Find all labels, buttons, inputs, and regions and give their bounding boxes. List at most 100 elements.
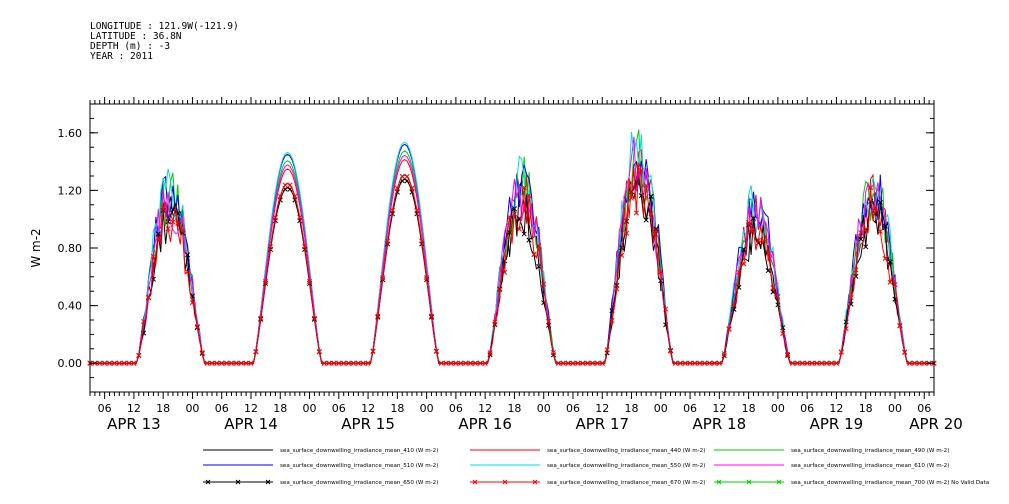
latitude-text: LATITUDE : 36.8N (90, 31, 182, 42)
legend-marker (472, 479, 478, 485)
day-label: APR 16 (458, 415, 512, 433)
series-marker (750, 227, 757, 233)
series-marker (102, 360, 108, 366)
legend-label: sea_surface_downwelling_irradiance_mean_… (547, 480, 705, 486)
metadata-block: LONGITUDE : 121.9W(-121.9) LATITUDE : 36… (90, 22, 239, 62)
series-marker (224, 360, 230, 366)
series-marker (404, 173, 410, 179)
x-tick-label: 06 (98, 402, 112, 415)
x-tick-label: 00 (654, 402, 668, 415)
series-marker (385, 238, 391, 244)
series-marker (160, 204, 166, 211)
series-marker (731, 301, 737, 307)
series-marker (663, 306, 669, 312)
series-marker (858, 230, 864, 236)
legend-label: sea_surface_downwelling_irradiance_mean_… (280, 480, 438, 486)
day-label: APR 18 (693, 415, 747, 433)
series-marker (531, 251, 537, 257)
series-marker (458, 360, 464, 366)
series-marker (111, 360, 117, 366)
series-marker (336, 360, 342, 366)
series-marker (199, 349, 205, 356)
legend-label: sea_surface_downwelling_irradiance_mean_… (280, 448, 438, 454)
series-marker (580, 360, 586, 366)
series-marker (492, 319, 498, 325)
legend: sea_surface_downwelling_irradiance_mean_… (203, 448, 989, 486)
series-marker (526, 192, 532, 199)
series-marker (828, 360, 835, 366)
series-marker (97, 360, 103, 366)
series-marker (853, 267, 859, 273)
series-marker (877, 199, 883, 206)
x-tick-label: 06 (917, 402, 931, 415)
series-marker (507, 214, 513, 220)
series-marker (707, 360, 713, 366)
legend-label: sea_surface_downwelling_irradiance_mean_… (547, 463, 705, 469)
series-marker (785, 351, 791, 357)
series-marker (360, 360, 366, 366)
series-marker (877, 228, 883, 234)
series-marker (624, 230, 630, 236)
series-marker (399, 173, 405, 179)
legend-label: sea_surface_downwelling_irradiance_mean_… (791, 480, 989, 486)
legend-marker (502, 479, 508, 485)
day-label: APR 13 (107, 415, 161, 433)
depth-text: DEPTH (m) : -3 (90, 41, 171, 52)
series-marker (911, 360, 918, 366)
series-marker (126, 360, 132, 366)
legend-marker (235, 479, 241, 485)
series-marker (185, 252, 191, 258)
series-marker (619, 252, 625, 258)
legend-label: sea_surface_downwelling_irradiance_mean_… (791, 448, 949, 454)
series-marker (424, 275, 430, 281)
series-marker (267, 244, 274, 250)
series-marker (609, 318, 615, 324)
series-marker (487, 350, 493, 356)
series-marker (721, 351, 727, 357)
series-marker (697, 360, 703, 366)
series-marker (668, 348, 674, 354)
series-marker (897, 322, 903, 329)
series-marker (565, 360, 571, 366)
series-marker (765, 268, 771, 274)
plot-frame (89, 103, 935, 393)
series-marker (589, 360, 596, 366)
series-marker (346, 360, 352, 366)
series-marker (448, 360, 454, 366)
series-marker (594, 360, 600, 366)
series-marker (570, 360, 576, 366)
series-marker (316, 349, 322, 355)
series-marker (106, 360, 113, 366)
series-marker (194, 324, 200, 330)
series-marker (165, 226, 171, 232)
x-tick-label: 00 (888, 402, 902, 415)
series-marker (326, 360, 332, 366)
series-marker (263, 279, 269, 285)
series-marker (253, 349, 259, 355)
y-axis-label: W m-2 (29, 228, 43, 267)
series-marker (536, 243, 542, 249)
series-marker (604, 347, 610, 353)
series-marker (292, 193, 298, 199)
series-marker (189, 300, 196, 306)
series-marker (687, 360, 693, 366)
series-marker (145, 295, 152, 301)
series-marker (550, 350, 557, 356)
series-marker (502, 269, 508, 275)
series-marker (170, 219, 176, 225)
series-marker (863, 226, 869, 232)
series-marker (321, 360, 327, 366)
series-marker (741, 261, 747, 267)
series-marker (741, 246, 747, 252)
x-tick-label: 12 (829, 402, 843, 415)
series-marker (692, 360, 698, 366)
series-marker (380, 275, 386, 281)
series-marker (355, 360, 361, 366)
x-tick-label: 18 (859, 402, 873, 415)
day-label: APR 19 (810, 415, 864, 433)
series-line (90, 148, 934, 364)
x-tick-label: 12 (127, 402, 141, 415)
series-marker (858, 236, 864, 242)
series-marker (546, 318, 552, 325)
series-marker (155, 235, 161, 241)
